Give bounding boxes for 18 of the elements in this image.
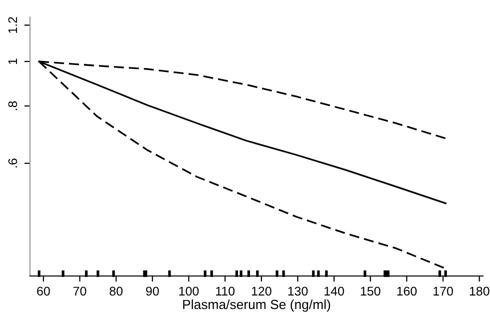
x-tick-label: 160 bbox=[397, 286, 417, 296]
y-tick-label: 1.2 bbox=[8, 17, 17, 33]
y-tick-label: .6 bbox=[8, 158, 18, 168]
x-tick-label: 80 bbox=[110, 286, 123, 296]
y-tick-label: 1 bbox=[8, 58, 17, 64]
x-tick-label: 100 bbox=[179, 286, 199, 296]
x-tick-label: 180 bbox=[470, 286, 490, 296]
x-tick-label: 130 bbox=[288, 286, 308, 296]
x-tick-label: 60 bbox=[37, 286, 50, 296]
x-tick-label: 170 bbox=[434, 286, 453, 296]
y-tick-label: .8 bbox=[8, 101, 18, 110]
x-tick-label: 110 bbox=[216, 286, 235, 296]
x-tick-label: 150 bbox=[360, 286, 380, 296]
x-tick-label: 90 bbox=[146, 286, 159, 296]
x-tick-label: 120 bbox=[252, 286, 272, 296]
x-axis-title: Plasma/serum Se (ng/ml) bbox=[183, 299, 330, 312]
x-tick-label: 70 bbox=[73, 286, 86, 296]
x-tick-label: 140 bbox=[324, 286, 344, 296]
